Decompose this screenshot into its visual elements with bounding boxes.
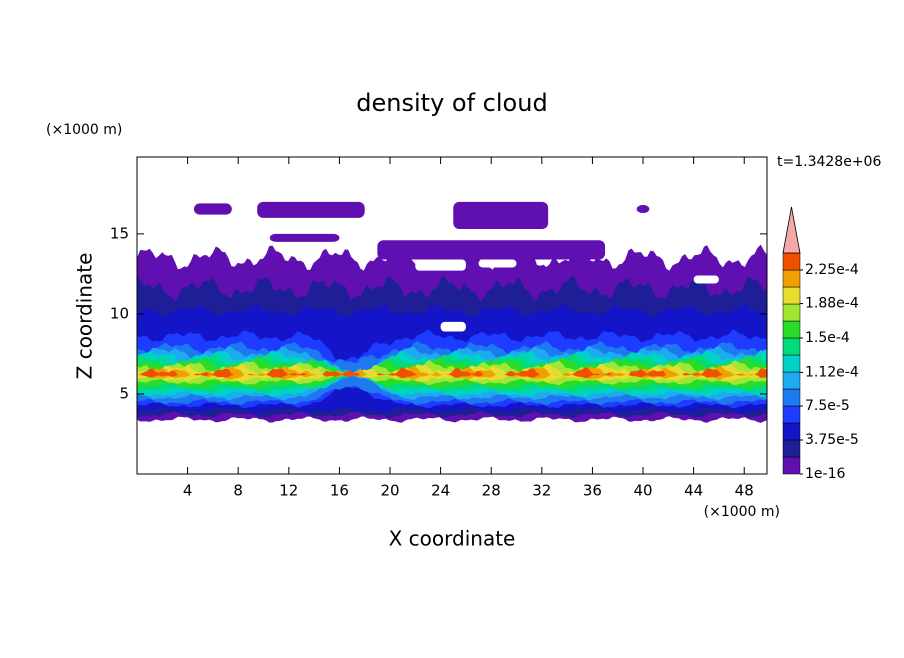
x-tick-label: 36 (583, 482, 602, 500)
y-unit: (×1000 m) (46, 122, 122, 138)
colorbar-band (782, 320, 801, 339)
clear-patch (415, 259, 466, 271)
colorbar-band (782, 337, 801, 356)
contour-patch (636, 205, 650, 214)
plot-frame (136, 156, 768, 475)
colorbar-band (782, 252, 801, 271)
contour-field (137, 201, 767, 423)
x-tick-label: 24 (431, 482, 450, 500)
y-axis-label: Z coordinate (73, 253, 97, 380)
contour-patch (377, 240, 606, 260)
contour-band (137, 367, 767, 379)
x-tick-label: 48 (735, 482, 754, 500)
x-tick-label: 8 (233, 482, 243, 500)
colorbar-extend (782, 206, 801, 254)
colorbar-label: 7.5e-5 (805, 398, 850, 414)
colorbar-label: 2.25e-4 (805, 262, 859, 278)
y-tick-label: 10 (110, 304, 129, 322)
x-unit: (×1000 m) (704, 504, 780, 520)
x-tick-label: 32 (532, 482, 551, 500)
x-axis-label: X coordinate (389, 527, 516, 551)
y-tick-label: 15 (110, 224, 129, 242)
colorbar-band (782, 269, 801, 288)
chart-title: density of cloud (356, 89, 547, 117)
colorbar-label: 3.75e-5 (805, 432, 859, 448)
x-tick-label: 12 (279, 482, 298, 500)
colorbar-band (782, 303, 801, 322)
contour-patch (269, 233, 340, 242)
x-tick-label: 20 (380, 482, 399, 500)
x-tick-label: 28 (482, 482, 501, 500)
contour-patch (193, 203, 232, 215)
colorbar-label: 1e-16 (805, 466, 845, 482)
colorbar-band (782, 354, 801, 373)
colorbar-band (782, 388, 801, 407)
clear-patch (693, 275, 719, 284)
colorbar-band (782, 286, 801, 305)
colorbar-label: 1.12e-4 (805, 364, 859, 380)
contour-patch (453, 201, 549, 230)
colorbar-band (782, 405, 801, 424)
contour-patch (257, 201, 365, 218)
time-annotation: t=1.3428e+06 (777, 154, 881, 170)
x-tick-label: 40 (633, 482, 652, 500)
colorbar-band (782, 456, 801, 475)
colorbar-label: 1.88e-4 (805, 296, 859, 312)
contour-band (137, 365, 767, 380)
clear-patch (440, 321, 466, 332)
x-tick-label: 44 (684, 482, 703, 500)
colorbar-band (782, 371, 801, 390)
colorbar-label: 1.5e-4 (805, 330, 850, 346)
colorbar-band (782, 439, 801, 458)
x-tick-label: 16 (330, 482, 349, 500)
colorbar-band (782, 422, 801, 441)
y-tick-label: 5 (119, 384, 129, 402)
clear-patch (478, 259, 517, 268)
x-tick-label: 4 (183, 482, 193, 500)
